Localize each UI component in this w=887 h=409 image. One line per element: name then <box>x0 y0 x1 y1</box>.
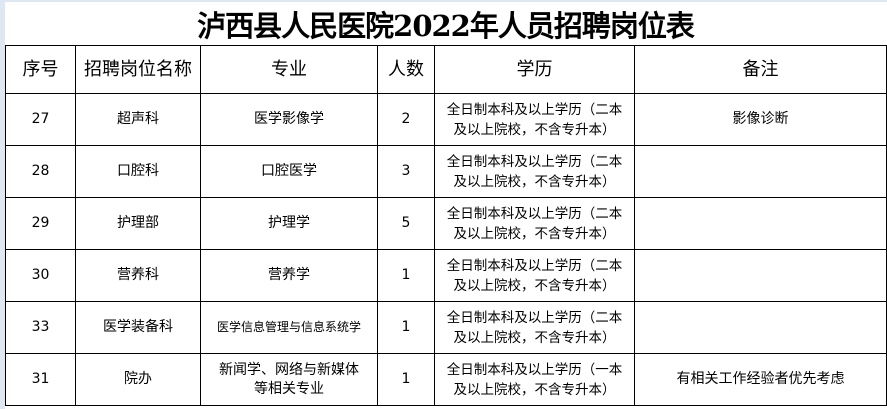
cell-no[interactable]: 31 <box>5 353 76 406</box>
table-row: 31 院办 新闻学、网络与新媒体等相关专业 1 全日制本科及以上学历（一本 及以上院校，不… <box>5 353 887 406</box>
no-text: 29 <box>31 215 50 231</box>
page-title: 泸西县人民医院2022年人员招聘岗位表 <box>197 8 695 43</box>
cell-note[interactable] <box>634 197 887 250</box>
cell-major[interactable]: 新闻学、网络与新媒体等相关专业 <box>200 353 378 406</box>
major-text: 口腔医学 <box>261 163 317 179</box>
education-line: 及以上院校，不含专升本） <box>453 121 616 138</box>
sheet-top-margin <box>0 0 887 2</box>
cell-position[interactable]: 口腔科 <box>75 145 201 198</box>
no-text: 28 <box>31 163 50 179</box>
education-line: 及以上院校，不含专升本） <box>453 225 616 242</box>
header-cell[interactable]: 序号 <box>5 45 76 94</box>
recruitment-table: 序号 招聘岗位名称 专业 人数 学历 备注 27 超声科 医学影像学 2 全日制本科及以… <box>5 45 887 406</box>
count-text: 1 <box>401 267 411 283</box>
count-text: 3 <box>401 163 411 179</box>
cell-position[interactable]: 护理部 <box>75 197 201 250</box>
cell-count[interactable]: 1 <box>377 301 435 354</box>
cell-note[interactable] <box>634 145 887 198</box>
cell-no[interactable]: 30 <box>5 249 76 302</box>
cell-education[interactable]: 全日制本科及以上学历（二本 及以上院校，不含专升本） <box>434 249 635 302</box>
note-text: 影像诊断 <box>732 111 789 127</box>
cell-note[interactable] <box>634 249 887 302</box>
cell-education[interactable]: 全日制本科及以上学历（二本 及以上院校，不含专升本） <box>434 301 635 354</box>
table-row: 29 护理部 护理学 5 全日制本科及以上学历（二本 及以上院校，不含专升本） <box>5 197 887 250</box>
cell-major[interactable]: 营养学 <box>200 249 378 302</box>
table-row: 30 营养科 营养学 1 全日制本科及以上学历（二本 及以上院校，不含专升本） <box>5 249 887 302</box>
education-line: 及以上院校，不含专升本） <box>453 277 616 294</box>
count-text: 2 <box>401 111 411 127</box>
major-text: 营养学 <box>268 267 310 283</box>
header-cell[interactable]: 专业 <box>200 45 378 94</box>
position-text: 医学装备科 <box>103 319 173 335</box>
cell-no[interactable]: 27 <box>5 93 76 146</box>
header-cell[interactable]: 备注 <box>634 45 887 94</box>
no-text: 30 <box>31 267 50 283</box>
header-cell[interactable]: 学历 <box>434 45 635 94</box>
table-row: 28 口腔科 口腔医学 3 全日制本科及以上学历（二本 及以上院校，不含专升本） <box>5 145 887 198</box>
cell-note[interactable] <box>634 301 887 354</box>
cell-position[interactable]: 营养科 <box>75 249 201 302</box>
cell-position[interactable]: 超声科 <box>75 93 201 146</box>
cell-note[interactable]: 有相关工作经验者优先考虑 <box>634 353 887 406</box>
education-line: 全日制本科及以上学历（二本 <box>446 309 623 326</box>
education-line: 全日制本科及以上学历（二本 <box>446 257 623 274</box>
cell-count[interactable]: 5 <box>377 197 435 250</box>
major-text: 医学信息管理与信息系统学 <box>216 320 361 334</box>
table-row: 27 超声科 医学影像学 2 全日制本科及以上学历（二本 及以上院校，不含专升本） 影像诊断 <box>5 93 887 146</box>
no-text: 31 <box>31 371 50 387</box>
cell-no[interactable]: 29 <box>5 197 76 250</box>
education-line: 全日制本科及以上学历（一本 <box>446 361 623 378</box>
header-cell[interactable]: 招聘岗位名称 <box>75 45 201 94</box>
position-text: 营养科 <box>117 267 159 283</box>
cell-major[interactable]: 医学影像学 <box>200 93 378 146</box>
major-text: 护理学 <box>268 215 310 231</box>
education-line: 及以上院校，不含专升本） <box>453 173 616 190</box>
major-text: 新闻学、网络与新媒体等相关专业 <box>219 361 359 397</box>
cell-major[interactable]: 医学信息管理与信息系统学 <box>200 301 378 354</box>
cell-note[interactable]: 影像诊断 <box>634 93 887 146</box>
count-text: 1 <box>401 371 411 387</box>
cell-position[interactable]: 医学装备科 <box>75 301 201 354</box>
header-cell[interactable]: 人数 <box>377 45 435 94</box>
cell-education[interactable]: 全日制本科及以上学历（一本 及以上院校，不含专升本） <box>434 353 635 406</box>
position-text: 护理部 <box>117 215 159 231</box>
table-row: 33 医学装备科 医学信息管理与信息系统学 1 全日制本科及以上学历（二本 及以上院校，不… <box>5 301 887 354</box>
cell-count[interactable]: 2 <box>377 93 435 146</box>
no-text: 33 <box>31 319 50 335</box>
education-line: 全日制本科及以上学历（二本 <box>446 101 623 118</box>
position-text: 院办 <box>124 371 152 387</box>
cell-major[interactable]: 口腔医学 <box>200 145 378 198</box>
sheet-margin <box>0 0 5 409</box>
education-line: 及以上院校，不含专升本） <box>453 381 616 398</box>
cell-major[interactable]: 护理学 <box>200 197 378 250</box>
cell-education[interactable]: 全日制本科及以上学历（二本 及以上院校，不含专升本） <box>434 197 635 250</box>
cell-count[interactable]: 1 <box>377 353 435 406</box>
cell-count[interactable]: 1 <box>377 249 435 302</box>
cell-count[interactable]: 3 <box>377 145 435 198</box>
position-text: 超声科 <box>117 111 159 127</box>
count-text: 5 <box>401 215 411 231</box>
cell-no[interactable]: 33 <box>5 301 76 354</box>
header-row: 序号 招聘岗位名称 专业 人数 学历 备注 <box>5 45 887 94</box>
no-text: 27 <box>31 111 50 127</box>
education-line: 全日制本科及以上学历（二本 <box>446 153 623 170</box>
note-text: 有相关工作经验者优先考虑 <box>676 371 845 387</box>
cell-education[interactable]: 全日制本科及以上学历（二本 及以上院校，不含专升本） <box>434 145 635 198</box>
cell-no[interactable]: 28 <box>5 145 76 198</box>
education-line: 及以上院校，不含专升本） <box>453 329 616 346</box>
cell-position[interactable]: 院办 <box>75 353 201 406</box>
position-text: 口腔科 <box>117 163 159 179</box>
count-text: 1 <box>401 319 411 335</box>
education-line: 全日制本科及以上学历（二本 <box>446 205 623 222</box>
major-text: 医学影像学 <box>254 111 324 127</box>
cell-education[interactable]: 全日制本科及以上学历（二本 及以上院校，不含专升本） <box>434 93 635 146</box>
